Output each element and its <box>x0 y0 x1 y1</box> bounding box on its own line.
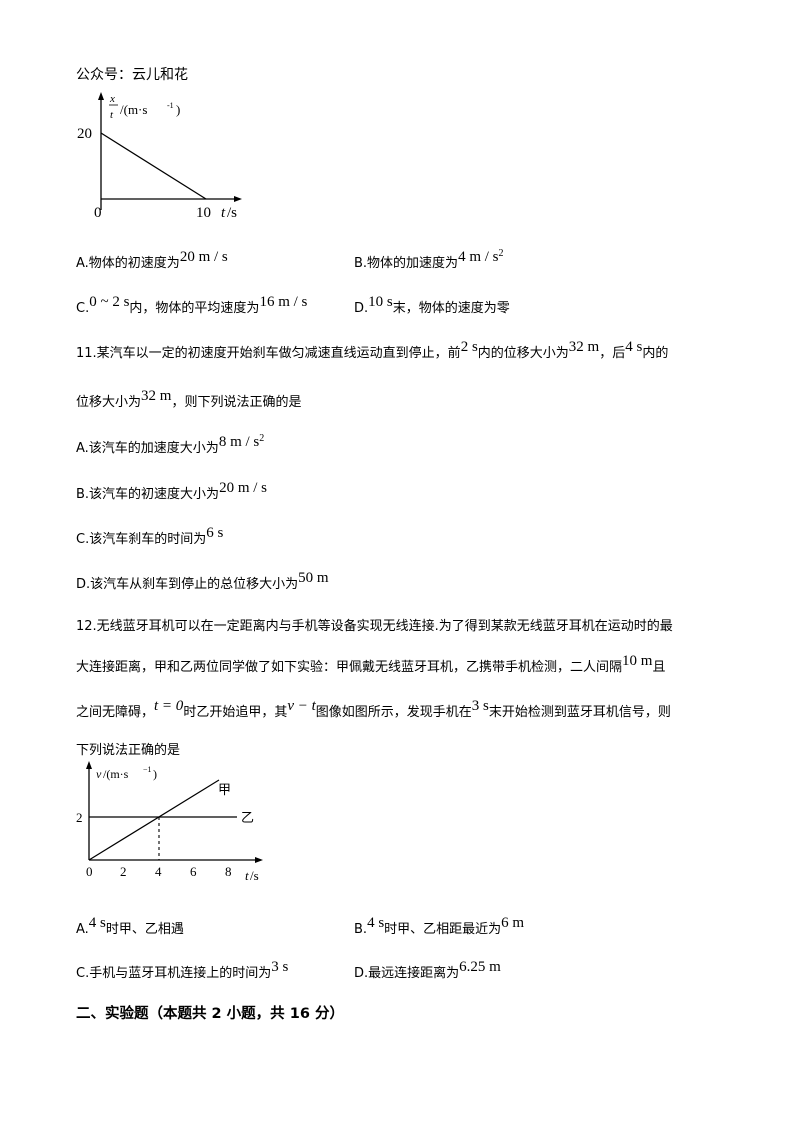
graph1-ylabel-close: ) <box>176 102 180 117</box>
q12-stem-line2: 大连接距离，甲和乙两位同学做了如下实验：甲佩戴无线蓝牙耳机，乙携带手机检测，二人… <box>76 653 666 675</box>
graph-x-t-over-t: x t /(m·s -1 ) 20 0 10 t /s <box>77 92 242 221</box>
q11-option-c: C.该汽车刹车的时间为6 s <box>76 525 224 547</box>
q11-option-a: A.该汽车的加速度大小为8 m / s2 <box>76 432 265 456</box>
q11-option-b: B.该汽车的初速度大小为20 m / s <box>76 480 267 502</box>
graph2-yclose: ) <box>153 767 157 781</box>
q12-stem-line4: 下列说法正确的是 <box>76 743 181 758</box>
graph2-xtick: 0 <box>86 864 93 879</box>
graph2-xtick: 8 <box>225 864 232 879</box>
graph1-ytick-20: 20 <box>77 126 92 142</box>
graph1-ylabel-num: x <box>109 93 115 105</box>
q10-option-b: B.物体的加速度为4 m / s2 <box>354 247 504 271</box>
q12-option-b: B.4 s时甲、乙相距最近为6 m <box>354 915 525 937</box>
q12-stem-line3: 之间无障碍，t = 0时乙开始追甲，其v − t图像如图所示，发现手机在3 s末… <box>76 698 671 720</box>
q12-option-a: A.4 s时甲、乙相遇 <box>76 915 184 937</box>
graph2-xlabel: t <box>245 868 249 883</box>
graph1-ylabel-unit: /(m·s <box>120 102 147 117</box>
q12-option-c: C.手机与蓝牙耳机连接上的时间为3 s <box>76 959 289 981</box>
graph2-xtick: 2 <box>120 864 127 879</box>
q10-option-d: D.10 s末，物体的速度为零 <box>354 294 510 316</box>
graph2-line-jia <box>88 779 220 861</box>
q10-option-a: A.物体的初速度为20 m / s <box>76 249 228 271</box>
graph2-label-jia: 甲 <box>218 782 231 797</box>
graph1-xlabel: t <box>221 205 226 221</box>
graph-v-t: v /(m·s −1 ) 甲 乙 2 0 2 4 6 8 t /s <box>76 761 263 883</box>
q12-stem-line1: 12.无线蓝牙耳机可以在一定距离内与手机等设备实现无线连接.为了得到某款无线蓝牙… <box>76 619 673 634</box>
section-heading: 二、实验题（本题共 2 小题，共 16 分） <box>76 1006 344 1022</box>
graph2-xtick: 4 <box>155 864 162 879</box>
graph2-xtick: 6 <box>190 864 197 879</box>
graph1-xunit: /s <box>227 205 237 221</box>
header-text: 公众号：云儿和花 <box>76 67 188 83</box>
graph2-ylabel: v <box>96 767 102 781</box>
graph2-xunit: /s <box>250 868 259 883</box>
graph1-origin: 0 <box>94 205 102 221</box>
graph2-yexp: −1 <box>143 765 152 774</box>
graph1-ylabel-exp: -1 <box>167 101 174 110</box>
graph1-xtick-10: 10 <box>196 205 211 221</box>
graph2-ytick-2: 2 <box>76 810 83 825</box>
q11-stem-line1: 11.某汽车以一定的初速度开始刹车做匀减速直线运动直到停止，前2 s内的位移大小… <box>76 339 669 361</box>
q10-option-c: C.0 ~ 2 s内，物体的平均速度为16 m / s <box>76 294 308 316</box>
q11-option-d: D.该汽车从刹车到停止的总位移大小为50 m <box>76 570 329 592</box>
graph1-line <box>100 132 207 200</box>
graph2-label-yi: 乙 <box>241 810 254 825</box>
q12-option-d: D.最远连接距离为6.25 m <box>354 959 501 981</box>
graph2-yunit: /(m·s <box>103 767 129 781</box>
q11-stem-line2: 位移大小为32 m，则下列说法正确的是 <box>76 388 302 410</box>
graph1-ylabel-den: t <box>110 109 114 121</box>
